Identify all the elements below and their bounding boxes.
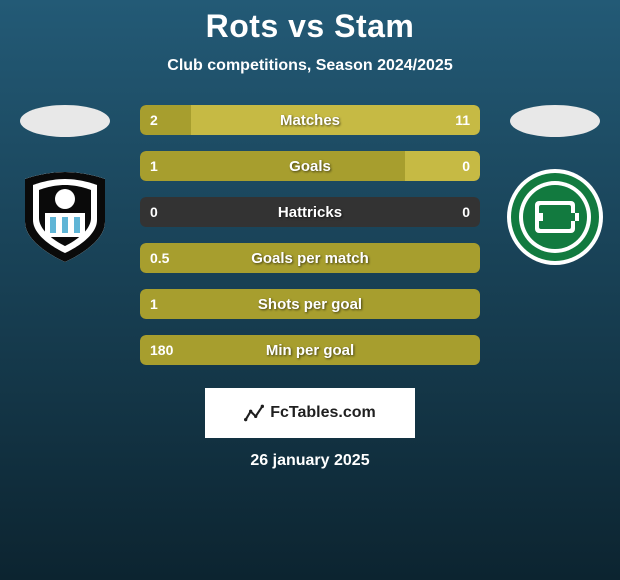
stat-label: Shots per goal xyxy=(140,289,480,319)
right-club-crest xyxy=(505,167,605,267)
stat-value-left: 0.5 xyxy=(150,243,169,273)
subtitle: Club competitions, Season 2024/2025 xyxy=(0,57,620,75)
stat-label: Min per goal xyxy=(140,335,480,365)
stat-value-left: 1 xyxy=(150,289,158,319)
stat-row: Min per goal180 xyxy=(140,335,480,365)
stat-value-left: 180 xyxy=(150,335,173,365)
watermark-badge: FcTables.com xyxy=(205,388,415,438)
stat-label: Goals per match xyxy=(140,243,480,273)
stat-label: Matches xyxy=(140,105,480,135)
stat-value-right: 0 xyxy=(462,197,470,227)
right-player-avatar-placeholder xyxy=(510,105,600,137)
stat-value-right: 11 xyxy=(455,105,470,135)
left-player-column xyxy=(15,105,115,267)
watermark-logo-icon xyxy=(244,403,264,423)
stat-row: Shots per goal1 xyxy=(140,289,480,319)
left-club-crest xyxy=(15,167,115,267)
date-text: 26 january 2025 xyxy=(0,452,620,470)
right-player-column xyxy=(505,105,605,267)
stat-value-left: 2 xyxy=(150,105,158,135)
stat-row: Goals1 0 xyxy=(140,151,480,181)
stat-row: Goals per match0.5 xyxy=(140,243,480,273)
page-title: Rots vs Stam xyxy=(0,0,620,45)
stat-value-left: 1 xyxy=(150,151,158,181)
stat-value-right: 0 xyxy=(462,151,470,181)
stat-label: Hattricks xyxy=(140,197,480,227)
stat-value-left: 0 xyxy=(150,197,158,227)
stats-container: Matches211Goals10Hattricks00Goals per ma… xyxy=(140,105,480,381)
left-player-avatar-placeholder xyxy=(20,105,110,137)
stat-row: Hattricks0 0 xyxy=(140,197,480,227)
watermark-text: FcTables.com xyxy=(270,404,376,422)
stat-label: Goals xyxy=(140,151,480,181)
stat-row: Matches2 11 xyxy=(140,105,480,135)
